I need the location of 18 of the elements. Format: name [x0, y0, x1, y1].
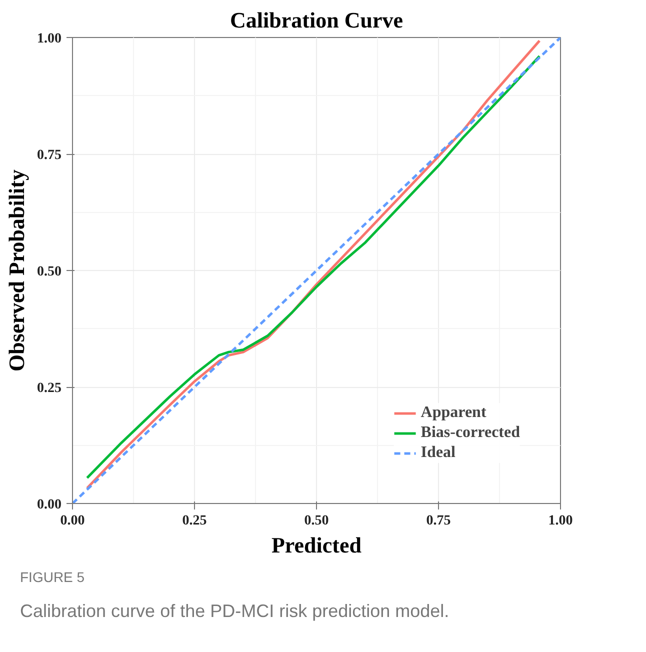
- y-tick-label: 0.75: [37, 148, 62, 163]
- y-tick-label: 0.00: [37, 498, 62, 512]
- x-tick-label: 1.00: [548, 514, 573, 528]
- x-tick-label: 0.25: [182, 514, 207, 528]
- y-axis-title: Observed Probability: [4, 170, 29, 372]
- x-tick-label: 0.00: [60, 514, 85, 528]
- caption: FIGURE 5: [20, 568, 85, 587]
- x-axis-title: Predicted: [271, 532, 362, 558]
- legend-label: Ideal: [420, 444, 456, 462]
- y-tick-label: 1.00: [37, 32, 62, 46]
- legend-label: Apparent: [420, 404, 486, 422]
- y-tick-label: 0.50: [37, 264, 62, 280]
- text: Calibration curve of the PD-MCI risk prediction model.: [20, 600, 450, 623]
- legend-label: Bias-corrected: [420, 424, 520, 442]
- x-tick-label: 0.75: [426, 514, 451, 528]
- x-tick-label: 0.50: [304, 514, 329, 528]
- chart-title: Calibration Curve: [230, 8, 404, 32]
- y-tick-label: 0.25: [37, 381, 62, 396]
